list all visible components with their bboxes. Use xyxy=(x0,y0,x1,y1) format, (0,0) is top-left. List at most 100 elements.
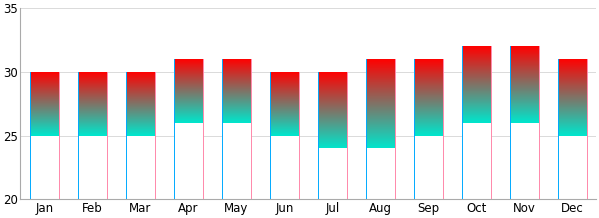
Bar xyxy=(30,75,59,76)
Bar xyxy=(78,124,107,125)
Bar xyxy=(174,82,203,83)
Bar xyxy=(366,92,395,93)
Bar xyxy=(366,109,395,110)
Bar xyxy=(270,132,299,133)
Bar xyxy=(270,133,299,134)
Bar xyxy=(366,135,395,136)
Bar xyxy=(318,86,347,87)
Bar xyxy=(366,83,395,84)
Bar xyxy=(222,98,251,99)
Bar xyxy=(366,139,395,140)
Bar xyxy=(30,96,59,97)
Bar xyxy=(318,126,347,127)
Bar xyxy=(318,108,347,109)
Bar xyxy=(174,104,203,105)
Bar xyxy=(78,72,107,73)
Bar xyxy=(366,112,395,113)
Bar xyxy=(174,65,203,66)
Bar xyxy=(270,126,299,127)
Bar xyxy=(318,122,347,123)
Bar xyxy=(462,116,491,117)
Bar xyxy=(318,97,347,98)
Bar xyxy=(366,73,395,74)
Bar xyxy=(30,109,59,110)
Bar xyxy=(366,89,395,90)
Bar xyxy=(462,57,491,58)
Bar xyxy=(414,133,443,134)
Bar xyxy=(414,61,443,62)
Bar xyxy=(222,67,251,68)
Bar xyxy=(510,84,539,85)
Bar xyxy=(222,99,251,100)
Bar xyxy=(414,77,443,78)
Bar xyxy=(222,106,251,107)
Bar xyxy=(414,98,443,99)
Bar xyxy=(558,71,586,72)
Bar xyxy=(174,90,203,91)
Bar xyxy=(510,111,539,112)
Bar xyxy=(126,118,155,119)
Bar xyxy=(126,75,155,76)
Bar xyxy=(462,54,491,55)
Bar xyxy=(462,102,491,103)
Bar xyxy=(414,86,443,87)
Bar xyxy=(30,91,59,92)
Bar xyxy=(270,96,299,97)
Bar xyxy=(270,115,299,116)
Bar xyxy=(126,99,155,100)
Bar xyxy=(78,92,107,93)
Bar xyxy=(78,93,107,94)
Bar xyxy=(366,93,395,94)
Bar xyxy=(318,82,347,83)
Bar xyxy=(222,105,251,106)
Bar xyxy=(510,88,539,89)
Bar xyxy=(414,102,443,103)
Bar xyxy=(270,127,299,128)
Bar xyxy=(414,99,443,100)
Bar xyxy=(270,131,299,132)
Bar xyxy=(558,117,586,118)
Bar xyxy=(462,120,491,121)
Bar xyxy=(558,72,586,73)
Bar xyxy=(510,66,539,67)
Bar xyxy=(78,97,107,98)
Bar xyxy=(318,136,347,137)
Bar xyxy=(318,74,347,75)
Bar xyxy=(78,88,107,89)
Bar xyxy=(78,127,107,128)
Bar xyxy=(126,85,155,86)
Bar xyxy=(318,138,347,139)
Bar xyxy=(78,102,107,103)
Bar xyxy=(126,129,155,130)
Bar xyxy=(126,118,155,119)
Bar xyxy=(270,73,299,74)
Bar xyxy=(414,74,443,75)
Bar xyxy=(462,119,491,120)
Bar xyxy=(510,51,539,52)
Bar xyxy=(558,120,586,121)
Bar xyxy=(30,111,59,112)
Bar xyxy=(126,124,155,125)
Bar xyxy=(78,101,107,102)
Bar xyxy=(558,109,586,110)
Bar xyxy=(414,83,443,84)
Bar xyxy=(462,110,491,111)
Bar xyxy=(78,96,107,97)
Bar xyxy=(318,148,347,199)
Bar xyxy=(558,59,586,60)
Bar xyxy=(318,111,347,112)
Bar xyxy=(30,88,59,89)
Bar xyxy=(270,128,299,129)
Bar xyxy=(174,81,203,82)
Bar xyxy=(174,87,203,88)
Bar xyxy=(270,73,299,74)
Bar xyxy=(510,82,539,83)
Bar xyxy=(558,133,586,134)
Bar xyxy=(414,113,443,114)
Bar xyxy=(462,109,491,110)
Bar xyxy=(318,103,347,104)
Bar xyxy=(174,108,203,109)
Bar xyxy=(462,69,491,70)
Bar xyxy=(126,105,155,106)
Bar xyxy=(222,80,251,81)
